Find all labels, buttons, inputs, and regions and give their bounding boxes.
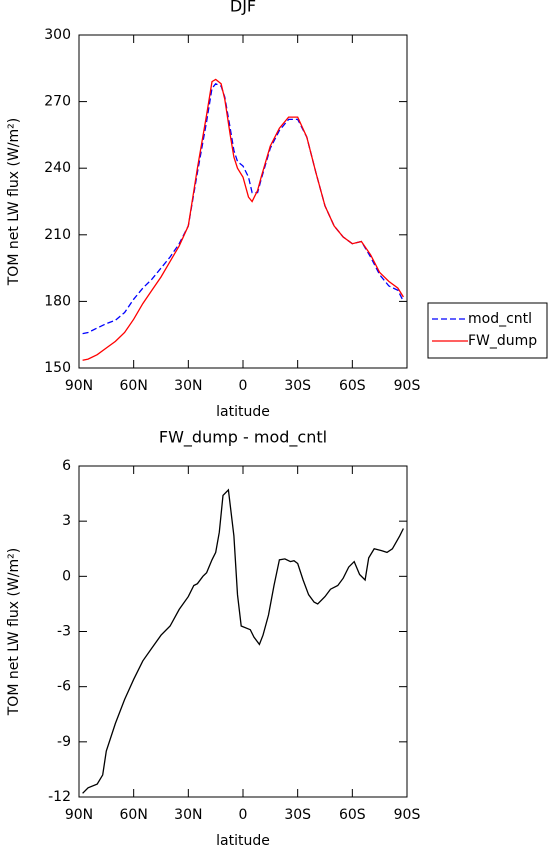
- x-tick-label: 60N: [120, 378, 148, 394]
- y-tick-label: -3: [57, 624, 71, 640]
- y-tick-label: 0: [62, 568, 71, 584]
- x-tick-label: 30N: [174, 807, 202, 823]
- data-line: [82, 78, 404, 361]
- x-tick-label: 30S: [284, 807, 311, 823]
- y-tick-label: -9: [57, 734, 71, 750]
- x-axis-label: latitude: [216, 404, 270, 420]
- y-tick-label: 240: [44, 160, 71, 176]
- y-tick-label: 270: [44, 94, 71, 110]
- x-tick-label: 0: [239, 807, 248, 823]
- data-line: [82, 83, 404, 335]
- y-tick-label: 300: [44, 27, 71, 43]
- x-tick-label: 90N: [65, 807, 93, 823]
- legend-label: FW_dump: [468, 333, 537, 349]
- plot-frame: [78, 34, 408, 369]
- y-tick-label: 3: [62, 513, 71, 529]
- x-tick-label: 0: [239, 378, 248, 394]
- chart-title: DJF: [230, 0, 256, 16]
- y-tick-label: -6: [57, 679, 71, 695]
- x-tick-label: 90S: [394, 807, 421, 823]
- y-axis-label: TOM net LW flux (W/m²): [6, 118, 22, 287]
- plot-frame: [78, 465, 408, 798]
- x-tick-label: 30S: [284, 378, 311, 394]
- x-tick-label: 60N: [120, 807, 148, 823]
- x-tick-label: 60S: [339, 378, 366, 394]
- x-tick-label: 90N: [65, 378, 93, 394]
- chart-title: FW_dump - mod_cntl: [159, 428, 327, 448]
- x-tick-label: 90S: [394, 378, 421, 394]
- x-tick-label: 60S: [339, 807, 366, 823]
- x-axis-label: latitude: [216, 833, 270, 849]
- y-tick-label: -12: [48, 789, 71, 805]
- y-axis-label: TOM net LW flux (W/m²): [6, 548, 22, 717]
- data-line: [82, 488, 404, 794]
- y-tick-label: 150: [44, 360, 71, 376]
- legend-label: mod_cntl: [468, 311, 532, 327]
- x-tick-label: 30N: [174, 378, 202, 394]
- y-tick-label: 6: [62, 458, 71, 474]
- legend-box: [427, 302, 548, 359]
- y-tick-label: 210: [44, 227, 71, 243]
- y-tick-label: 180: [44, 293, 71, 309]
